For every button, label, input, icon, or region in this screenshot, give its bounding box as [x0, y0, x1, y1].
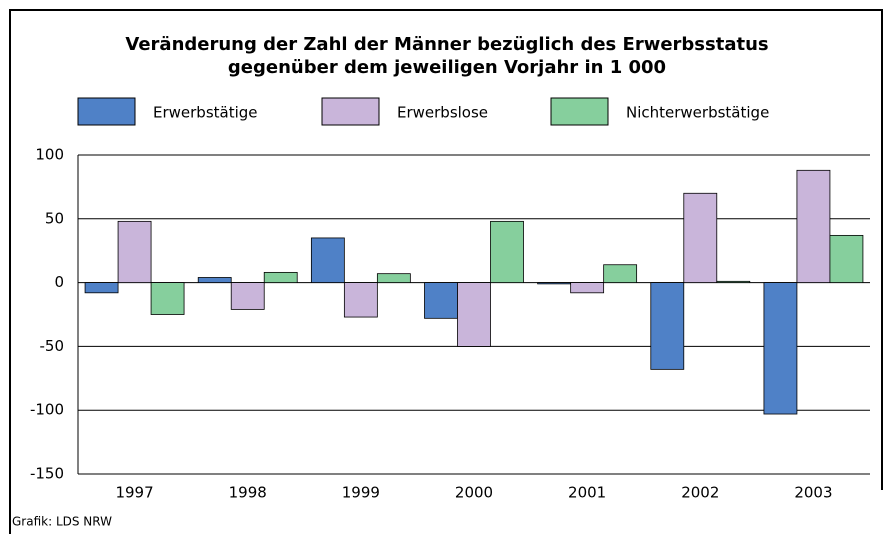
bar — [457, 282, 491, 347]
x-tick-label: 1999 — [342, 484, 380, 502]
x-tick-label: 1997 — [115, 484, 153, 502]
bar — [117, 220, 152, 284]
bar — [343, 282, 378, 318]
frame — [9, 9, 883, 534]
y-tick-label: 100 — [35, 146, 64, 164]
bar — [763, 282, 798, 415]
bar — [570, 282, 605, 294]
chart-title: Veränderung der Zahl der Männer bezüglic… — [125, 34, 768, 55]
bar — [197, 277, 232, 284]
bar — [230, 282, 265, 310]
bar — [310, 237, 345, 284]
bar — [716, 280, 751, 284]
bar — [603, 264, 638, 283]
bar — [376, 273, 411, 283]
bar — [263, 271, 298, 283]
chart-subtitle: gegenüber dem jeweiligen Vorjahr in 1 00… — [228, 57, 666, 78]
x-tick-label: 2002 — [681, 484, 719, 502]
y-tick-label: 50 — [45, 209, 64, 227]
bar — [84, 282, 119, 294]
legend-swatch — [321, 97, 380, 126]
y-tick-label: 0 — [54, 273, 64, 291]
bar — [829, 234, 864, 284]
legend-label: Erwerbslose — [397, 104, 488, 122]
bar — [537, 282, 572, 285]
source-note: Grafik: LDS NRW — [12, 515, 112, 529]
y-tick-label: -150 — [30, 465, 64, 483]
legend-label: Nichterwerbstätige — [626, 104, 769, 122]
bar — [796, 169, 831, 283]
legend-swatch — [550, 97, 609, 126]
x-tick-label: 2000 — [455, 484, 493, 502]
x-tick-label: 1998 — [229, 484, 267, 502]
legend-label: Erwerbstätige — [153, 104, 258, 122]
bar — [650, 282, 685, 370]
legend-swatch — [77, 97, 136, 126]
bar — [490, 220, 524, 284]
bar — [424, 282, 458, 319]
x-tick-label: 2003 — [794, 484, 832, 502]
bar — [683, 192, 718, 283]
y-tick-label: -100 — [30, 401, 64, 419]
x-tick-label: 2001 — [568, 484, 606, 502]
y-tick-label: -50 — [40, 337, 65, 355]
bar — [150, 282, 185, 315]
